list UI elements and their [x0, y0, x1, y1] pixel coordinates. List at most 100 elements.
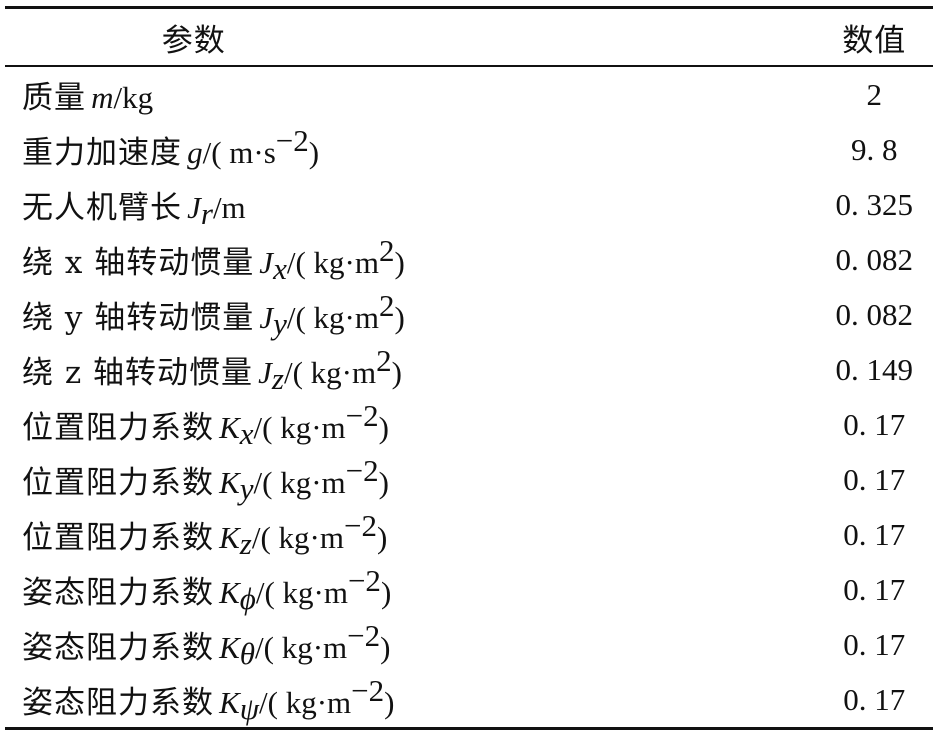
param-value: 0. 17	[843, 681, 906, 717]
param-unit-close: )	[378, 410, 389, 445]
param-symbol-subscript: r	[200, 196, 213, 231]
table-row: 质量 m/kg 2	[5, 66, 933, 122]
param-unit: /( kg·m	[283, 355, 377, 390]
value-cell: 0. 17	[836, 452, 934, 507]
param-name: 位置阻力系数	[22, 465, 214, 501]
param-value: 0. 17	[843, 461, 906, 497]
param-cell: 姿态阻力系数 Kθ/( kg·m−2)	[5, 617, 836, 672]
param-symbol: K	[219, 520, 240, 555]
param-unit: /( kg·m	[259, 685, 352, 720]
value-cell: 0. 082	[836, 232, 934, 287]
param-unit-exponent: −2	[347, 618, 381, 653]
param-unit: /( kg·m	[253, 410, 346, 445]
param-unit: /( kg·m	[253, 465, 346, 500]
param-cell: 绕 y 轴转动惯量 Jy/( kg·m2)	[5, 287, 836, 342]
param-name: 重力加速度	[22, 135, 182, 171]
value-cell: 9. 8	[836, 122, 934, 177]
param-symbol: J	[259, 245, 274, 280]
param-cell: 无人机臂长 Jr/m	[5, 177, 836, 232]
param-value: 2	[866, 76, 883, 112]
param-symbol: K	[219, 465, 240, 500]
param-unit-close: )	[391, 355, 402, 390]
param-unit: /( kg·m	[251, 520, 344, 555]
param-unit-exponent: −2	[347, 563, 381, 598]
param-unit-close: )	[378, 465, 389, 500]
param-symbol: K	[219, 685, 240, 720]
param-symbol-subscript: x	[239, 416, 254, 451]
param-symbol: K	[219, 575, 240, 610]
param-unit: /m	[212, 190, 246, 225]
table-row: 位置阻力系数 Ky/( kg·m−2) 0. 17	[5, 452, 933, 507]
param-value: 0. 149	[835, 351, 914, 387]
param-unit-exponent: 2	[378, 233, 395, 268]
value-cell: 0. 17	[836, 672, 934, 729]
param-unit-exponent: −2	[343, 508, 377, 543]
param-unit-close: )	[384, 685, 395, 720]
value-cell: 0. 17	[836, 562, 934, 617]
param-name: 姿态阻力系数	[22, 575, 214, 611]
table-row: 位置阻力系数 Kz/( kg·m−2) 0. 17	[5, 507, 933, 562]
param-cell: 质量 m/kg	[5, 66, 836, 122]
param-unit-close: )	[380, 575, 392, 610]
param-name: 质量	[22, 80, 86, 116]
param-cell: 姿态阻力系数 Kψ/( kg·m−2)	[5, 672, 836, 729]
param-symbol-subscript: z	[239, 526, 252, 561]
param-name: 姿态阻力系数	[22, 630, 214, 666]
param-value: 9. 8	[851, 131, 898, 167]
param-unit-close: )	[394, 245, 405, 280]
table-row: 位置阻力系数 Kx/( kg·m−2) 0. 17	[5, 397, 933, 452]
param-unit: /( m·s	[202, 135, 276, 170]
param-unit-exponent: 2	[376, 343, 392, 378]
value-cell: 0. 17	[836, 507, 934, 562]
table-row: 绕 z 轴转动惯量 Jz/( kg·m2) 0. 149	[5, 342, 933, 397]
param-unit: /( kg·m	[255, 575, 348, 610]
param-unit-close: )	[308, 135, 320, 170]
param-symbol-subscript: ψ	[239, 691, 260, 726]
param-cell: 位置阻力系数 Ky/( kg·m−2)	[5, 452, 836, 507]
value-cell: 0. 17	[836, 617, 934, 672]
parameter-table: 参数 数值 质量 m/kg 2 重力加速度 g/( m·s−2) 9. 8 无人机臂长 …	[5, 6, 933, 730]
param-symbol: g	[187, 135, 203, 170]
param-unit-exponent: −2	[275, 123, 309, 158]
param-symbol-subscript: y	[273, 306, 287, 341]
param-symbol: J	[259, 300, 274, 335]
table-row: 姿态阻力系数 Kϕ/( kg·m−2) 0. 17	[5, 562, 933, 617]
param-name: 绕 x 轴转动惯量	[22, 245, 255, 281]
param-symbol-subscript: x	[273, 251, 287, 286]
param-cell: 位置阻力系数 Kz/( kg·m−2)	[5, 507, 836, 562]
value-column-header: 数值	[842, 22, 907, 59]
header-row: 参数 数值	[5, 7, 933, 66]
param-name: 无人机臂长	[22, 190, 182, 226]
param-value: 0. 082	[835, 241, 914, 277]
param-unit-exponent: −2	[345, 398, 379, 433]
param-unit: /( kg·m	[286, 300, 379, 335]
param-unit-exponent: −2	[345, 453, 379, 488]
table-row: 绕 x 轴转动惯量 Jx/( kg·m2) 0. 082	[5, 232, 933, 287]
param-symbol: J	[258, 355, 272, 390]
param-column-header: 参数	[161, 22, 226, 59]
param-unit-close: )	[380, 630, 391, 665]
value-cell: 0. 17	[836, 397, 934, 452]
value-cell: 2	[836, 66, 934, 122]
param-symbol: K	[219, 630, 240, 665]
param-cell: 重力加速度 g/( m·s−2)	[5, 122, 836, 177]
param-symbol: m	[91, 80, 114, 115]
param-value: 0. 17	[843, 571, 906, 607]
param-name: 绕 y 轴转动惯量	[22, 300, 255, 336]
param-cell: 位置阻力系数 Kx/( kg·m−2)	[5, 397, 836, 452]
param-symbol-subscript: y	[239, 471, 254, 506]
table-row: 姿态阻力系数 Kψ/( kg·m−2) 0. 17	[5, 672, 933, 729]
param-unit-close: )	[394, 300, 405, 335]
param-unit-exponent: 2	[378, 288, 395, 323]
param-value: 0. 17	[843, 516, 906, 552]
param-unit: /kg	[113, 80, 154, 115]
param-unit: /( kg·m	[255, 630, 348, 665]
table-row: 姿态阻力系数 Kθ/( kg·m−2) 0. 17	[5, 617, 933, 672]
table-row: 绕 y 轴转动惯量 Jy/( kg·m2) 0. 082	[5, 287, 933, 342]
table-header: 参数 数值	[5, 7, 933, 66]
param-symbol-subscript: ϕ	[239, 581, 256, 616]
param-value: 0. 325	[835, 186, 914, 222]
value-cell: 0. 325	[836, 177, 934, 232]
param-name: 姿态阻力系数	[22, 685, 214, 721]
table-row: 无人机臂长 Jr/m 0. 325	[5, 177, 933, 232]
